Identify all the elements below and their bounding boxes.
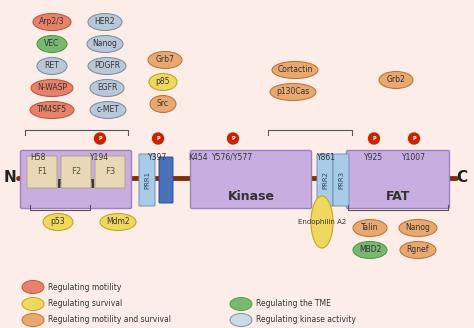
Text: C: C — [456, 171, 467, 186]
Text: Nanog: Nanog — [406, 223, 430, 233]
Circle shape — [228, 133, 238, 144]
Ellipse shape — [353, 219, 387, 236]
Text: EGFR: EGFR — [97, 84, 117, 92]
Text: HER2: HER2 — [95, 17, 115, 27]
Ellipse shape — [149, 73, 177, 91]
Text: Src: Src — [157, 99, 169, 109]
Text: Y397: Y397 — [148, 153, 168, 162]
Circle shape — [368, 133, 380, 144]
Ellipse shape — [33, 13, 71, 31]
Ellipse shape — [270, 84, 316, 100]
Text: Endophilin A2: Endophilin A2 — [298, 219, 346, 225]
Text: MBD2: MBD2 — [359, 245, 381, 255]
Ellipse shape — [100, 214, 136, 231]
Ellipse shape — [87, 35, 123, 52]
Ellipse shape — [353, 241, 387, 258]
Text: PRR1: PRR1 — [144, 171, 150, 189]
Text: F3: F3 — [105, 168, 115, 176]
Ellipse shape — [272, 62, 318, 78]
FancyBboxPatch shape — [20, 151, 131, 209]
Ellipse shape — [90, 101, 126, 118]
Text: N: N — [4, 171, 17, 186]
Text: Y925: Y925 — [365, 153, 383, 162]
Text: Grb7: Grb7 — [155, 55, 174, 65]
Text: F1: F1 — [37, 168, 47, 176]
Ellipse shape — [230, 314, 252, 326]
FancyBboxPatch shape — [191, 151, 311, 209]
Text: Arp2/3: Arp2/3 — [39, 17, 65, 27]
Text: P: P — [412, 136, 416, 141]
Ellipse shape — [37, 57, 67, 74]
Ellipse shape — [37, 35, 67, 52]
Text: PDGFR: PDGFR — [94, 62, 120, 71]
Ellipse shape — [379, 72, 413, 89]
FancyBboxPatch shape — [346, 151, 449, 209]
FancyBboxPatch shape — [139, 154, 155, 206]
Ellipse shape — [43, 214, 73, 231]
Text: Grb2: Grb2 — [387, 75, 405, 85]
Text: PRR2: PRR2 — [322, 171, 328, 189]
Text: Y576/Y577: Y576/Y577 — [212, 153, 254, 162]
Text: Y194: Y194 — [91, 153, 109, 162]
Text: H58: H58 — [30, 153, 46, 162]
Text: Regulating kinase activity: Regulating kinase activity — [256, 316, 356, 324]
Ellipse shape — [150, 95, 176, 113]
Ellipse shape — [400, 241, 436, 258]
Ellipse shape — [311, 196, 333, 248]
Text: Cortactin: Cortactin — [277, 66, 313, 74]
Text: P: P — [372, 136, 376, 141]
FancyBboxPatch shape — [27, 156, 57, 188]
Circle shape — [153, 133, 164, 144]
Text: p85: p85 — [156, 77, 170, 87]
Text: Mdm2: Mdm2 — [106, 217, 130, 227]
Text: p130Cas: p130Cas — [276, 88, 310, 96]
Text: c-MET: c-MET — [97, 106, 119, 114]
Text: P: P — [156, 136, 160, 141]
Ellipse shape — [230, 297, 252, 311]
Ellipse shape — [22, 314, 44, 326]
Ellipse shape — [88, 57, 126, 74]
Ellipse shape — [148, 51, 182, 69]
Text: RET: RET — [45, 62, 59, 71]
FancyBboxPatch shape — [95, 156, 125, 188]
Text: P: P — [231, 136, 235, 141]
Text: Regulating motility and survival: Regulating motility and survival — [48, 316, 171, 324]
Ellipse shape — [22, 297, 44, 311]
Text: Rgnef: Rgnef — [407, 245, 429, 255]
Ellipse shape — [399, 219, 437, 236]
Text: FAT: FAT — [386, 191, 410, 203]
Circle shape — [94, 133, 106, 144]
Text: Y1007: Y1007 — [402, 153, 426, 162]
Ellipse shape — [90, 79, 124, 96]
Text: Regulating survival: Regulating survival — [48, 299, 122, 309]
Text: F2: F2 — [71, 168, 81, 176]
Text: Kinase: Kinase — [228, 191, 274, 203]
Text: TM4SF5: TM4SF5 — [37, 106, 67, 114]
Text: N-WASP: N-WASP — [37, 84, 67, 92]
Text: p53: p53 — [51, 217, 65, 227]
FancyBboxPatch shape — [317, 154, 333, 206]
Ellipse shape — [22, 280, 44, 294]
Ellipse shape — [31, 79, 73, 96]
Text: Regulating motility: Regulating motility — [48, 282, 121, 292]
Text: K454: K454 — [188, 153, 208, 162]
Text: Talin: Talin — [361, 223, 379, 233]
Text: FERM: FERM — [56, 178, 95, 192]
Ellipse shape — [88, 13, 122, 31]
Text: Y861: Y861 — [317, 153, 336, 162]
Text: Nanog: Nanog — [92, 39, 118, 49]
Text: PRR3: PRR3 — [338, 171, 344, 189]
FancyBboxPatch shape — [61, 156, 91, 188]
Text: Regulating the TME: Regulating the TME — [256, 299, 331, 309]
Text: P: P — [98, 136, 102, 141]
FancyBboxPatch shape — [333, 154, 349, 206]
Ellipse shape — [30, 101, 74, 118]
Circle shape — [409, 133, 419, 144]
Text: VEC: VEC — [45, 39, 60, 49]
FancyBboxPatch shape — [159, 157, 173, 203]
